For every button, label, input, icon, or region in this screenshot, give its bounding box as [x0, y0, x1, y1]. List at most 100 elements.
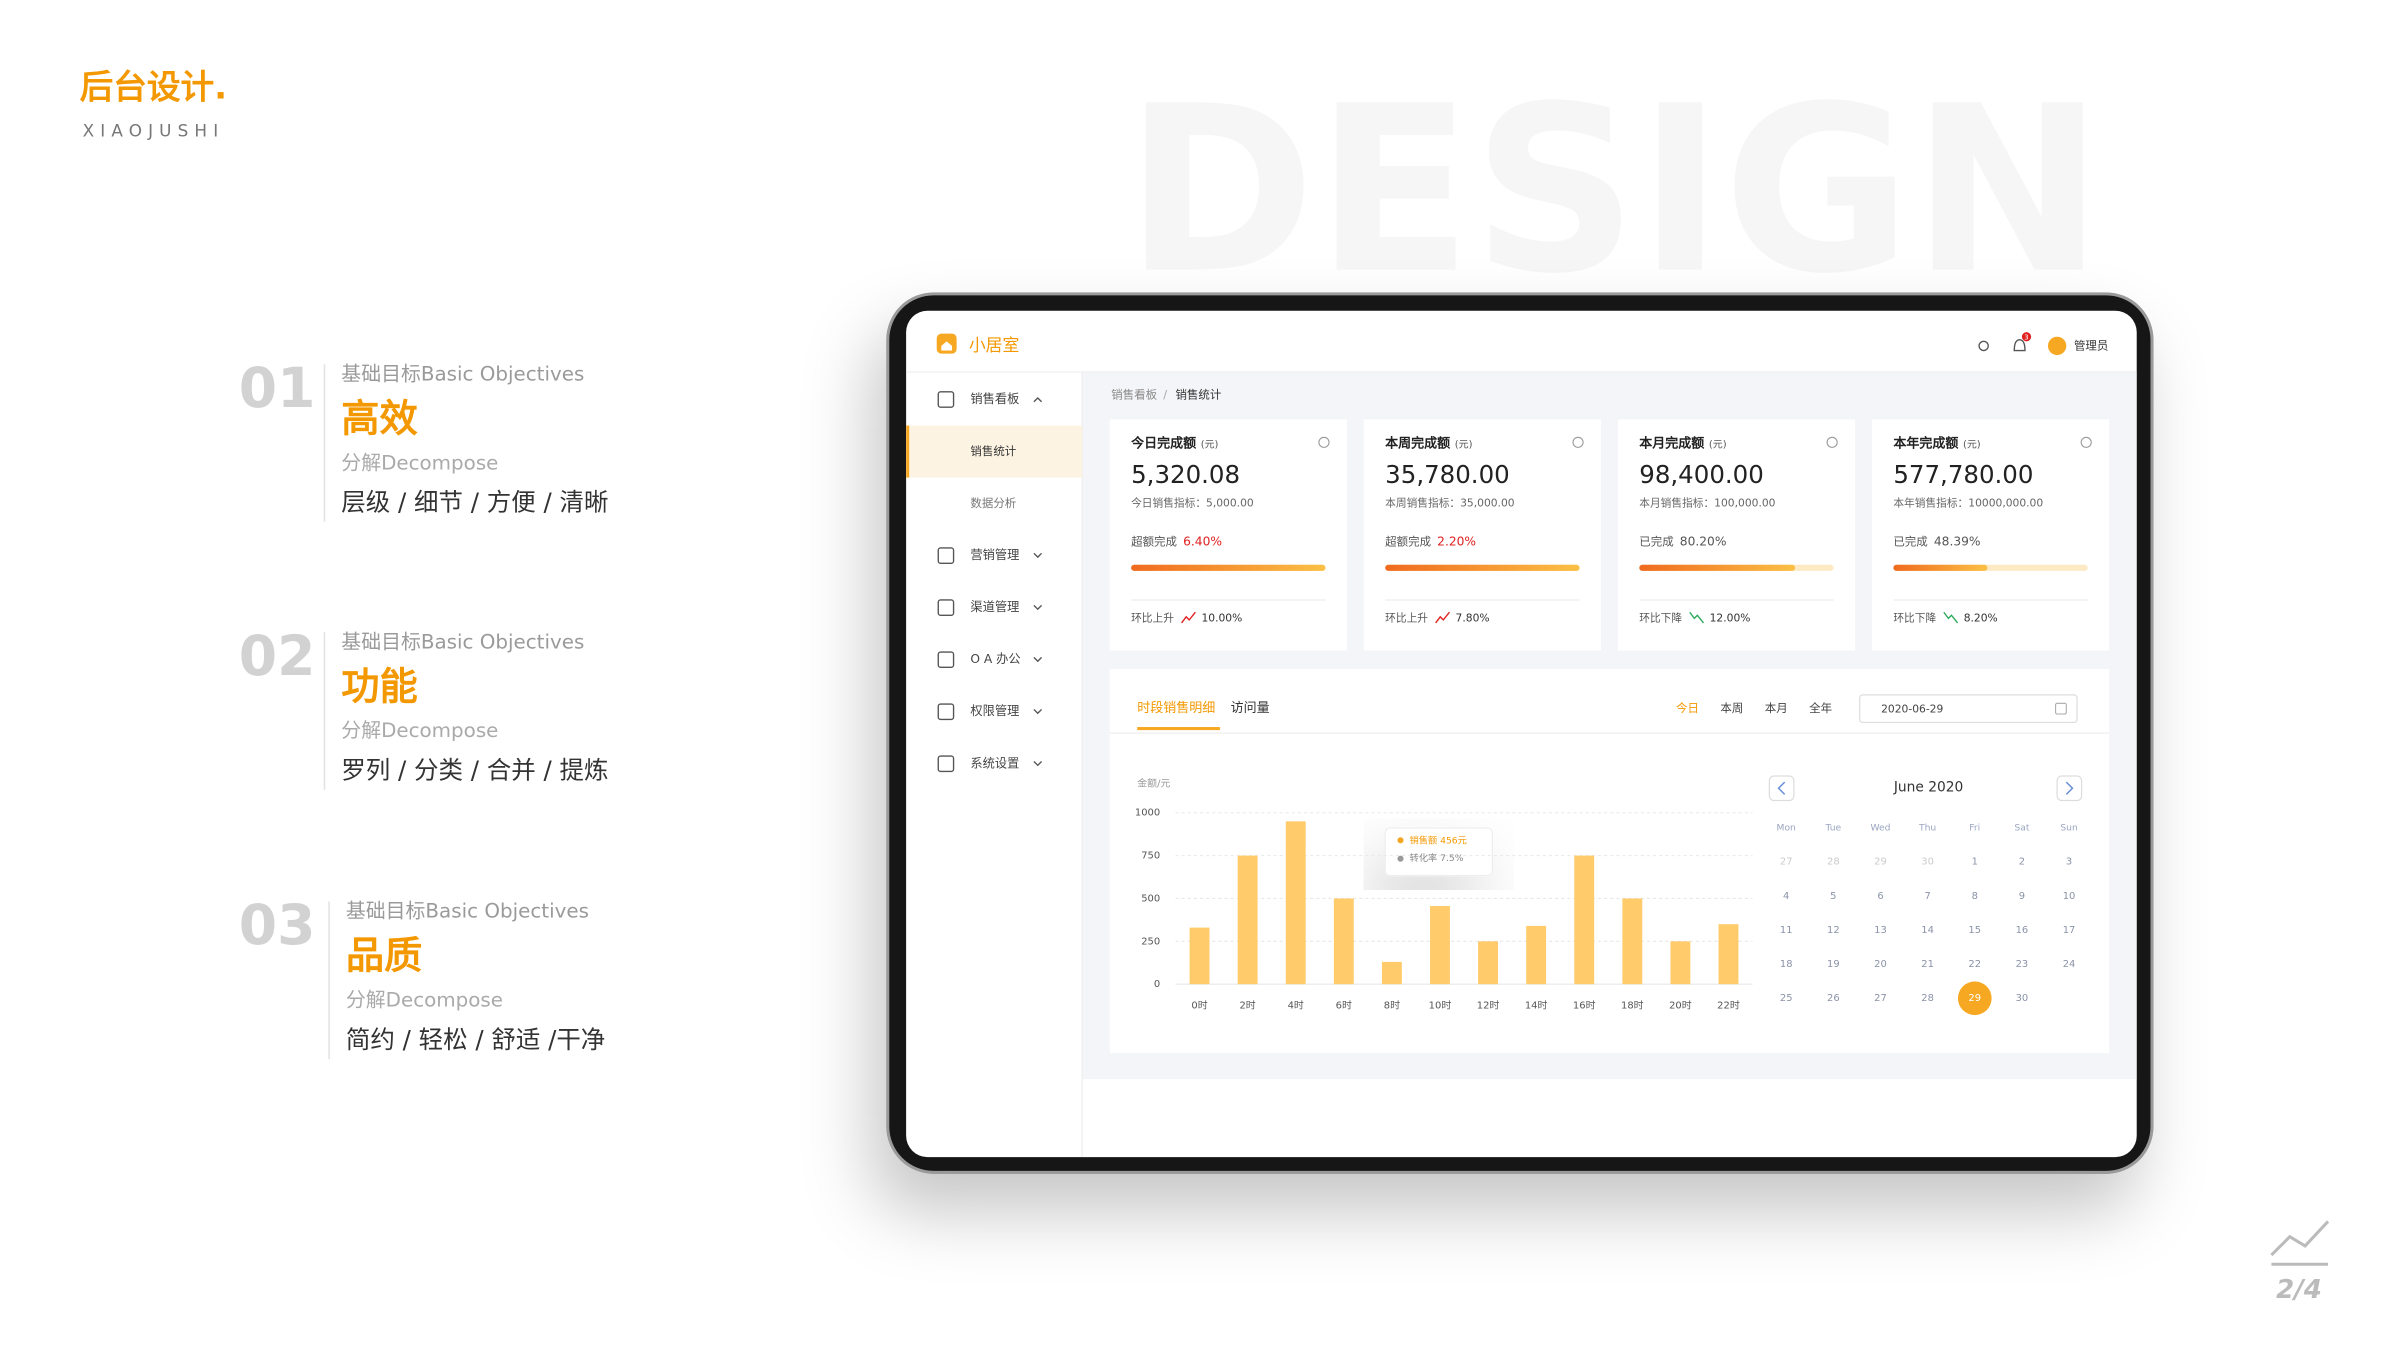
calendar-day[interactable]: 16 — [2016, 925, 2029, 936]
calendar-day[interactable]: 13 — [1874, 925, 1887, 936]
card-title: 本月完成额 — [1639, 435, 1704, 451]
y-tick-label: 250 — [1141, 936, 1160, 947]
calendar-day[interactable]: 8 — [1972, 891, 1978, 902]
period[interactable]: 全年 — [1809, 701, 1832, 715]
calendar-day[interactable]: 7 — [1924, 891, 1930, 902]
calendar-day[interactable]: 21 — [1921, 959, 1934, 970]
bar — [1718, 924, 1739, 985]
bar — [1189, 927, 1210, 985]
menu-item[interactable]: 销售看板 — [970, 391, 1019, 406]
calendar-day[interactable]: 29 — [1968, 993, 1981, 1004]
trend-icon — [1689, 611, 1705, 624]
calendar-day[interactable]: 20 — [1874, 959, 1887, 970]
calendar-day[interactable]: 6 — [1877, 891, 1883, 902]
calendar-day[interactable]: 12 — [1827, 925, 1840, 936]
weekday: Sun — [2060, 823, 2078, 834]
menu-icon — [937, 703, 955, 721]
calendar-day[interactable]: 24 — [2063, 959, 2076, 970]
tooltip-dot — [1397, 855, 1404, 862]
badge — [2021, 332, 2032, 342]
calendar-day[interactable]: 5 — [1830, 891, 1836, 902]
card-status: 超额完成 — [1131, 534, 1177, 548]
calendar-day[interactable]: 26 — [1827, 993, 1840, 1004]
calendar-day[interactable]: 19 — [1827, 959, 1840, 970]
chevron — [1033, 708, 1043, 715]
bar — [1237, 855, 1258, 985]
calendar-day[interactable]: 15 — [1968, 925, 1981, 936]
calendar-day[interactable]: 4 — [1783, 891, 1789, 902]
search-icon[interactable] — [1978, 340, 1989, 352]
objective-sublabel: 分解Decompose — [341, 719, 498, 742]
objective-title: 品质 — [346, 934, 423, 979]
submenu-item[interactable]: 销售统计 — [970, 444, 1016, 458]
card-value: 35,780.00 — [1385, 460, 1510, 489]
objective-sublabel: 分解Decompose — [346, 989, 503, 1012]
x-tick-label: 10时 — [1429, 1000, 1452, 1012]
calendar-day[interactable]: 10 — [2063, 891, 2076, 902]
prev-month[interactable] — [1768, 775, 1795, 802]
date-input[interactable] — [1859, 694, 2078, 724]
x-tick-label: 8时 — [1384, 1000, 1400, 1012]
weekday: Tue — [1825, 823, 1842, 834]
date-value: 2020-06-29 — [1881, 702, 1943, 715]
tab[interactable]: 访问量 — [1231, 701, 1270, 716]
menu-item[interactable]: 权限管理 — [970, 703, 1019, 718]
card-rate: 2.20% — [1437, 534, 1476, 548]
period[interactable]: 本周 — [1720, 701, 1743, 715]
calendar-day[interactable]: 11 — [1780, 925, 1793, 936]
breadcrumb-sep: / — [1163, 387, 1167, 401]
calendar-day[interactable]: 25 — [1780, 993, 1793, 1004]
date-icon — [2055, 702, 2067, 715]
menu-item[interactable]: 渠道管理 — [970, 599, 1019, 614]
tab[interactable]: 时段销售明细 — [1137, 700, 1215, 716]
submenu-item[interactable]: 数据分析 — [970, 496, 1016, 510]
card-unit: (元) — [1963, 440, 1981, 451]
objective-number: 03 — [239, 893, 316, 957]
card-compare-value: 10.00% — [1201, 611, 1242, 624]
calendar-day[interactable]: 17 — [2063, 925, 2076, 936]
card-status: 超额完成 — [1385, 534, 1431, 548]
card-value: 98,400.00 — [1639, 460, 1764, 489]
calendar-day[interactable]: 14 — [1921, 925, 1934, 936]
calendar-day[interactable]: 22 — [1968, 959, 1981, 970]
weekday: Sat — [2014, 823, 2029, 834]
breadcrumb[interactable]: 销售看板 — [1111, 387, 1157, 401]
next-month[interactable] — [2056, 775, 2083, 802]
calendar-day[interactable]: 2 — [2019, 857, 2025, 868]
calendar-day[interactable]: 23 — [2016, 959, 2029, 970]
tooltip-dot — [1397, 837, 1404, 844]
calendar-day[interactable]: 3 — [2066, 857, 2072, 868]
card-value: 577,780.00 — [1893, 460, 2033, 489]
calendar-day-prev: 30 — [1921, 857, 1934, 868]
card — [1363, 419, 1602, 651]
page-icon — [2270, 1220, 2330, 1257]
period[interactable]: 本月 — [1765, 701, 1788, 715]
card-rate: 80.20% — [1680, 534, 1727, 548]
calendar-day[interactable]: 1 — [1972, 857, 1978, 868]
menu-item[interactable]: 营销管理 — [970, 547, 1019, 562]
calendar-day[interactable]: 27 — [1874, 993, 1887, 1004]
menu-item[interactable]: O A 办公 — [970, 651, 1020, 666]
chevron — [1033, 552, 1043, 559]
card-unit: (元) — [1709, 440, 1727, 451]
calendar-day[interactable]: 18 — [1780, 959, 1793, 970]
menu-item[interactable]: 系统设置 — [970, 756, 1019, 770]
period[interactable]: 今日 — [1676, 701, 1699, 715]
weekday: Wed — [1870, 823, 1890, 834]
card-target: 本周销售指标：35,000.00 — [1385, 497, 1515, 510]
bar — [1526, 925, 1547, 985]
bell-icon[interactable] — [2013, 339, 2026, 352]
objective-number: 02 — [239, 624, 316, 688]
tab-underline — [1137, 727, 1220, 731]
x-tick-label: 4时 — [1288, 1000, 1304, 1012]
avatar[interactable] — [2047, 336, 2067, 356]
calendar-day[interactable]: 28 — [1921, 993, 1934, 1004]
menu-icon — [937, 391, 955, 408]
calendar-day[interactable]: 9 — [2019, 891, 2025, 902]
calendar-day[interactable]: 30 — [2016, 993, 2029, 1004]
user-name: 管理员 — [2074, 338, 2108, 352]
card-unit: (元) — [1455, 440, 1473, 451]
card-rate: 48.39% — [1934, 534, 1981, 548]
